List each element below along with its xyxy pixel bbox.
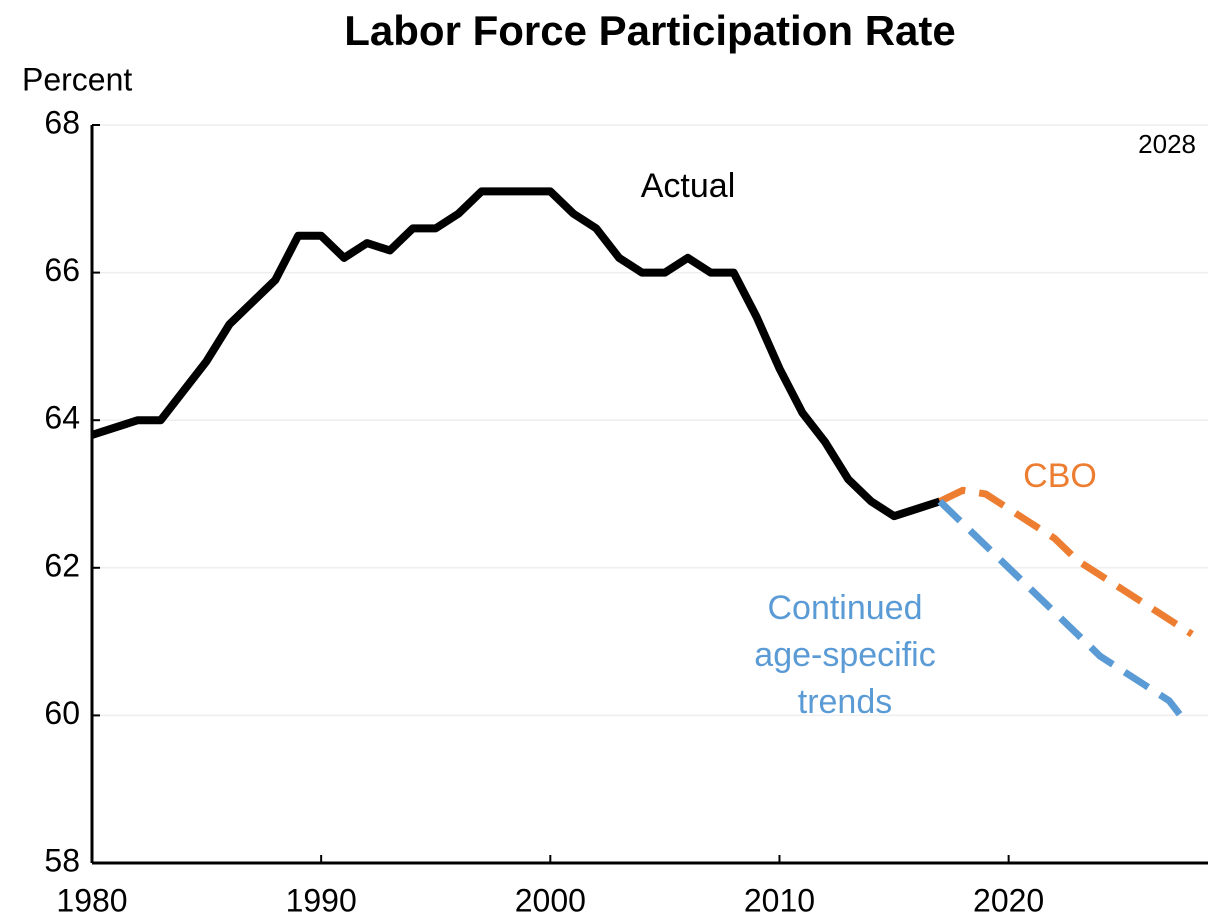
chart-title: Labor Force Participation Rate [344, 7, 955, 54]
x-tick-label: 2000 [515, 882, 586, 918]
annotation: trends [798, 683, 893, 721]
annotation: Actual [641, 167, 736, 205]
y-tick-label: 60 [44, 695, 80, 731]
line-series [937, 498, 1184, 718]
y-tick-label: 68 [44, 104, 80, 140]
y-tick-label: 66 [44, 252, 80, 288]
line-series [938, 486, 1194, 638]
x-tick-label: 2010 [744, 882, 815, 918]
y-tick-label: 58 [44, 842, 80, 878]
x-tick-label: 1980 [56, 882, 127, 918]
y-axis-label: Percent [22, 61, 132, 97]
x-tick-label: 2020 [973, 882, 1044, 918]
annotation: 2028 [1138, 129, 1196, 159]
y-tick-label: 62 [44, 547, 80, 583]
x-tick-label: 1990 [286, 882, 357, 918]
annotation: Continued [767, 589, 922, 627]
y-tick-label: 64 [44, 400, 80, 436]
annotation: age-specific [754, 636, 935, 674]
annotation: CBO [1023, 457, 1097, 495]
line-series [90, 187, 942, 521]
